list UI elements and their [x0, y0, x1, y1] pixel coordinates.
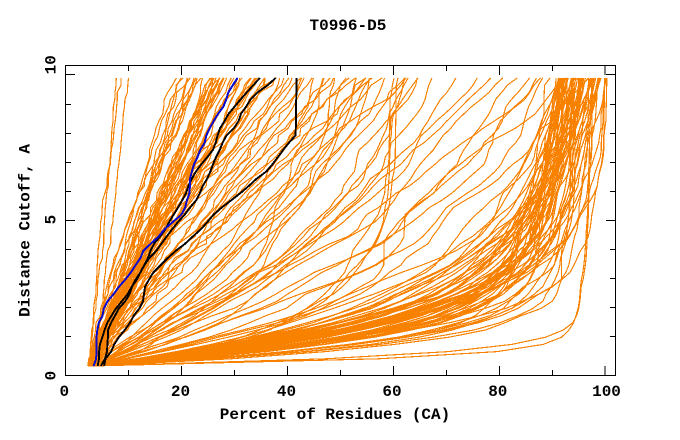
svg-text:0: 0 — [43, 371, 61, 381]
svg-text:100: 100 — [592, 383, 621, 401]
svg-text:T0996-D5: T0996-D5 — [309, 17, 386, 35]
svg-text:10: 10 — [43, 55, 61, 74]
svg-text:60: 60 — [382, 383, 401, 401]
svg-text:Distance Cutoff, A: Distance Cutoff, A — [17, 144, 35, 317]
svg-text:40: 40 — [277, 383, 296, 401]
svg-text:0: 0 — [59, 383, 69, 401]
svg-text:5: 5 — [43, 215, 61, 225]
svg-text:Percent of Residues (CA): Percent of Residues (CA) — [220, 406, 450, 424]
svg-text:80: 80 — [488, 383, 507, 401]
svg-text:20: 20 — [171, 383, 190, 401]
